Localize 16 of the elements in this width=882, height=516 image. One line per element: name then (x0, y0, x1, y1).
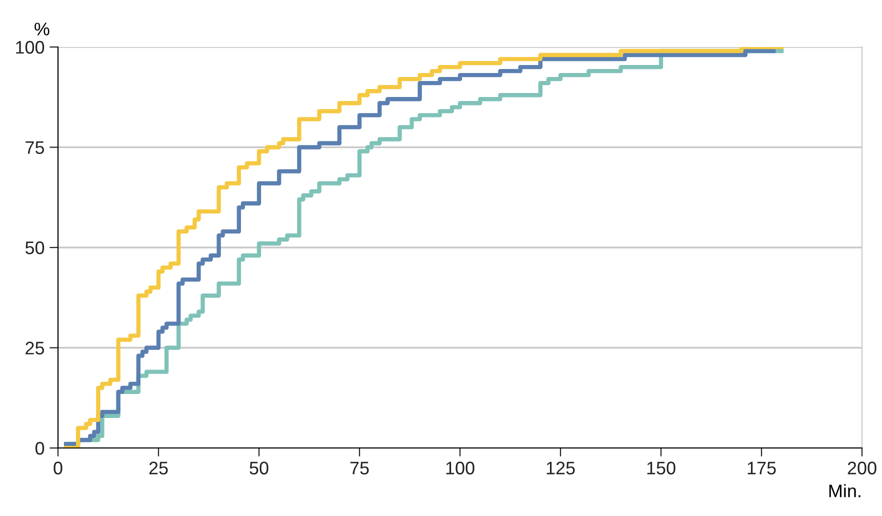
x-tick-label: 200 (848, 462, 876, 474)
y-tick-label: 0 (35, 442, 44, 455)
y-tick-label: 100 (16, 40, 44, 54)
x-tick-label: 175 (748, 462, 776, 474)
x-tick-label: 50 (250, 462, 268, 474)
x-tick-label: 150 (647, 462, 676, 474)
x-tick-label: 100 (446, 462, 474, 474)
x-axis-title: Min. (829, 484, 860, 498)
y-tick-label: 75 (26, 141, 44, 154)
y-tick-label: 25 (26, 342, 44, 354)
y-tick-label: 50 (25, 241, 44, 254)
x-tick-label: 25 (149, 462, 168, 474)
x-tick-label: 0 (54, 462, 62, 474)
x-tick-label: 75 (350, 462, 369, 474)
x-tick-label: 125 (546, 462, 575, 474)
y-axis-title: % (34, 22, 50, 36)
